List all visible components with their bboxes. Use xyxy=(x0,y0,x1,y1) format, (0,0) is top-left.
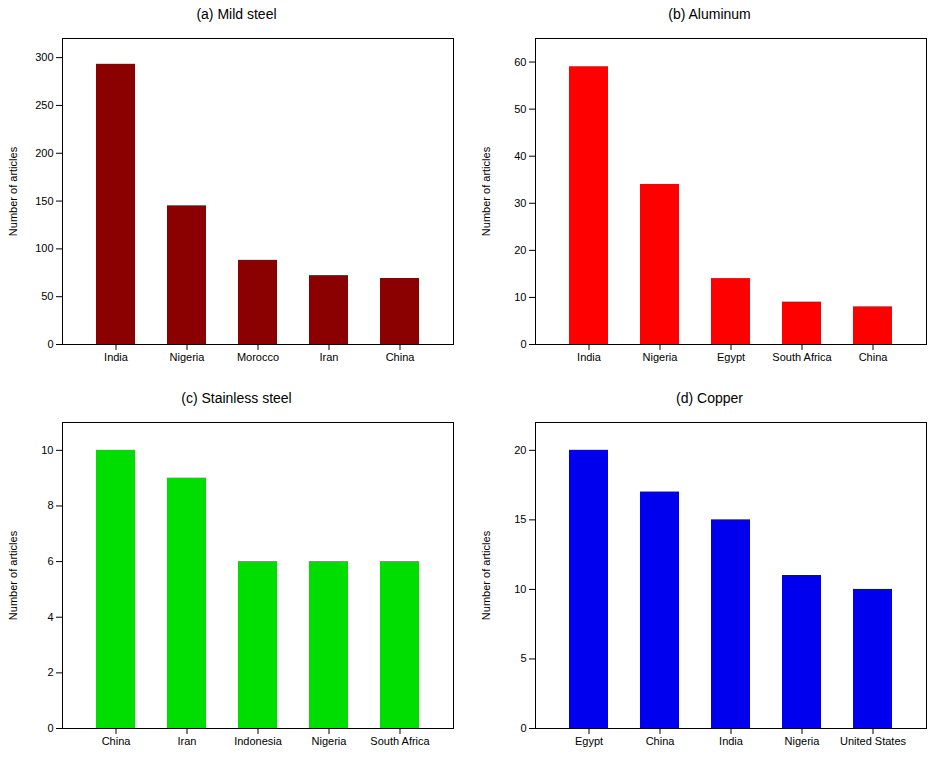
svg-text:South Africa: South Africa xyxy=(772,351,832,363)
svg-text:China: China xyxy=(859,351,889,363)
svg-text:60: 60 xyxy=(514,56,526,68)
svg-text:100: 100 xyxy=(35,242,53,254)
svg-text:South Africa: South Africa xyxy=(370,735,430,747)
svg-text:10: 10 xyxy=(41,444,53,456)
svg-text:5: 5 xyxy=(520,652,526,664)
svg-text:40: 40 xyxy=(514,150,526,162)
svg-text:Number of articles: Number of articles xyxy=(480,146,492,236)
svg-text:2: 2 xyxy=(47,666,53,678)
html-text:(d) Copper: (d) Copper xyxy=(676,390,743,406)
svg-text:200: 200 xyxy=(35,147,53,159)
svg-text:Nigeria: Nigeria xyxy=(643,351,679,363)
svg-text:India: India xyxy=(104,351,129,363)
svg-text:8: 8 xyxy=(47,499,53,511)
svg-text:Nigeria: Nigeria xyxy=(170,351,206,363)
svg-text:Number of articles: Number of articles xyxy=(7,146,19,236)
svg-text:India: India xyxy=(577,351,602,363)
svg-text:Egypt: Egypt xyxy=(717,351,745,363)
svg-text:India: India xyxy=(719,735,744,747)
svg-text:50: 50 xyxy=(514,103,526,115)
svg-text:Number of articles: Number of articles xyxy=(7,530,19,620)
svg-text:30: 30 xyxy=(514,197,526,209)
svg-text:250: 250 xyxy=(35,99,53,111)
svg-text:United States: United States xyxy=(840,735,907,747)
svg-text:15: 15 xyxy=(514,513,526,525)
svg-text:Indonesia: Indonesia xyxy=(234,735,283,747)
html-text:(b) Aluminum: (b) Aluminum xyxy=(668,6,751,22)
svg-text:Egypt: Egypt xyxy=(575,735,603,747)
html-text:(c) Stainless steel: (c) Stainless steel xyxy=(181,390,292,406)
svg-text:10: 10 xyxy=(514,291,526,303)
svg-text:China: China xyxy=(386,351,416,363)
svg-text:50: 50 xyxy=(41,290,53,302)
svg-text:20: 20 xyxy=(514,444,526,456)
svg-text:Morocco: Morocco xyxy=(237,351,279,363)
svg-text:Nigeria: Nigeria xyxy=(785,735,821,747)
svg-text:0: 0 xyxy=(47,722,53,734)
svg-text:Number of articles: Number of articles xyxy=(480,530,492,620)
svg-text:China: China xyxy=(646,735,676,747)
svg-text:Iran: Iran xyxy=(320,351,339,363)
svg-text:China: China xyxy=(102,735,132,747)
svg-text:Iran: Iran xyxy=(178,735,197,747)
svg-text:150: 150 xyxy=(35,195,53,207)
svg-text:300: 300 xyxy=(35,51,53,63)
svg-text:0: 0 xyxy=(520,722,526,734)
svg-text:20: 20 xyxy=(514,244,526,256)
svg-text:0: 0 xyxy=(520,338,526,350)
svg-text:10: 10 xyxy=(514,583,526,595)
svg-text:Nigeria: Nigeria xyxy=(312,735,348,747)
svg-text:0: 0 xyxy=(47,338,53,350)
svg-text:6: 6 xyxy=(47,555,53,567)
html-text:(a) Mild steel: (a) Mild steel xyxy=(196,6,277,22)
svg-text:4: 4 xyxy=(47,611,53,623)
